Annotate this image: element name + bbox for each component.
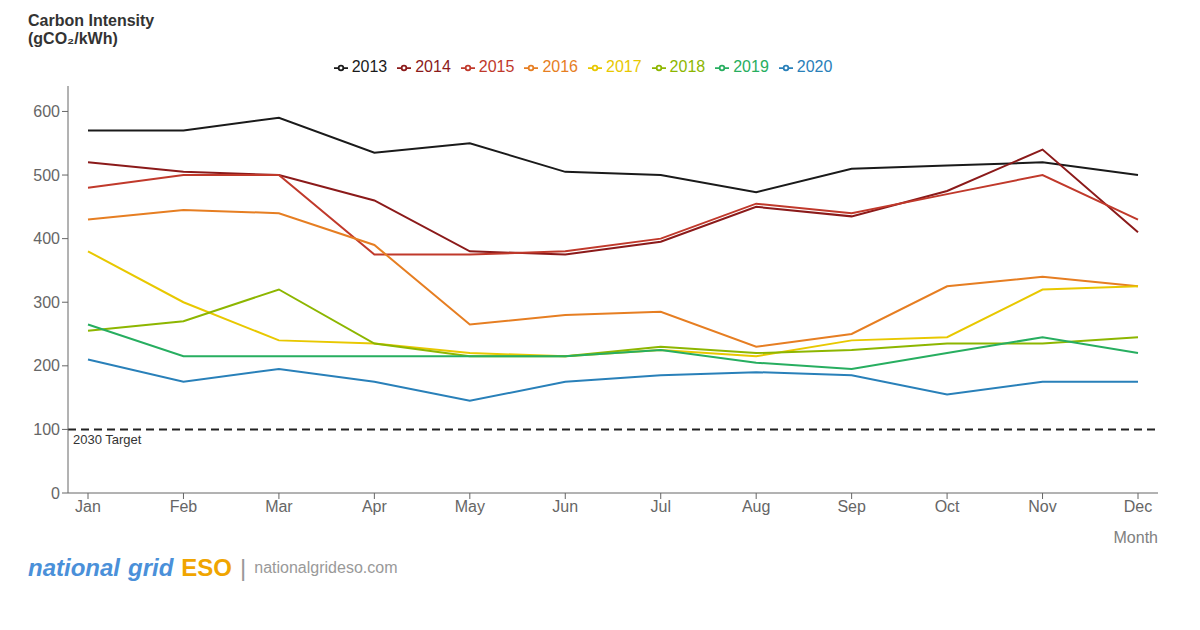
html-text:national grid ESO | nationalgr: national grid ESO | nationalgrideso.com	[28, 554, 398, 581]
html-text:2018: 2018	[669, 58, 706, 75]
svg-text:Jun: Jun	[552, 498, 578, 515]
svg-text:Jan: Jan	[75, 498, 101, 515]
svg-text:Sep: Sep	[837, 498, 866, 515]
html-text:Carbon Intensity: Carbon Intensity	[28, 12, 155, 29]
svg-text:Oct: Oct	[935, 498, 960, 515]
svg-text:600: 600	[33, 103, 60, 120]
html-text:2019: 2019	[733, 58, 769, 75]
svg-text:100: 100	[33, 421, 60, 438]
svg-text:May: May	[455, 498, 485, 515]
svg-text:Mar: Mar	[265, 498, 293, 515]
svg-text:Aug: Aug	[742, 498, 770, 515]
svg-text:Dec: Dec	[1124, 498, 1152, 515]
svg-text:500: 500	[33, 167, 60, 184]
html-text:2016: 2016	[542, 58, 578, 75]
html-text:2017: 2017	[606, 58, 642, 75]
svg-text:Feb: Feb	[170, 498, 198, 515]
html-text:2020: 2020	[796, 58, 833, 75]
svg-text:Month: Month	[1114, 529, 1158, 546]
svg-text:0: 0	[51, 485, 60, 502]
html-text:2013: 2013	[351, 58, 388, 75]
svg-text:2030 Target: 2030 Target	[73, 432, 142, 447]
svg-text:Nov: Nov	[1028, 498, 1056, 515]
html-text:2014: 2014	[415, 58, 451, 75]
svg-text:300: 300	[33, 294, 60, 311]
svg-text:Jul: Jul	[651, 498, 671, 515]
html-text:2015: 2015	[478, 58, 515, 75]
html-text:(gCO₂/kWh): (gCO₂/kWh)	[28, 30, 118, 47]
svg-text:200: 200	[33, 357, 60, 374]
svg-text:400: 400	[33, 230, 60, 247]
svg-text:Apr: Apr	[362, 498, 388, 515]
